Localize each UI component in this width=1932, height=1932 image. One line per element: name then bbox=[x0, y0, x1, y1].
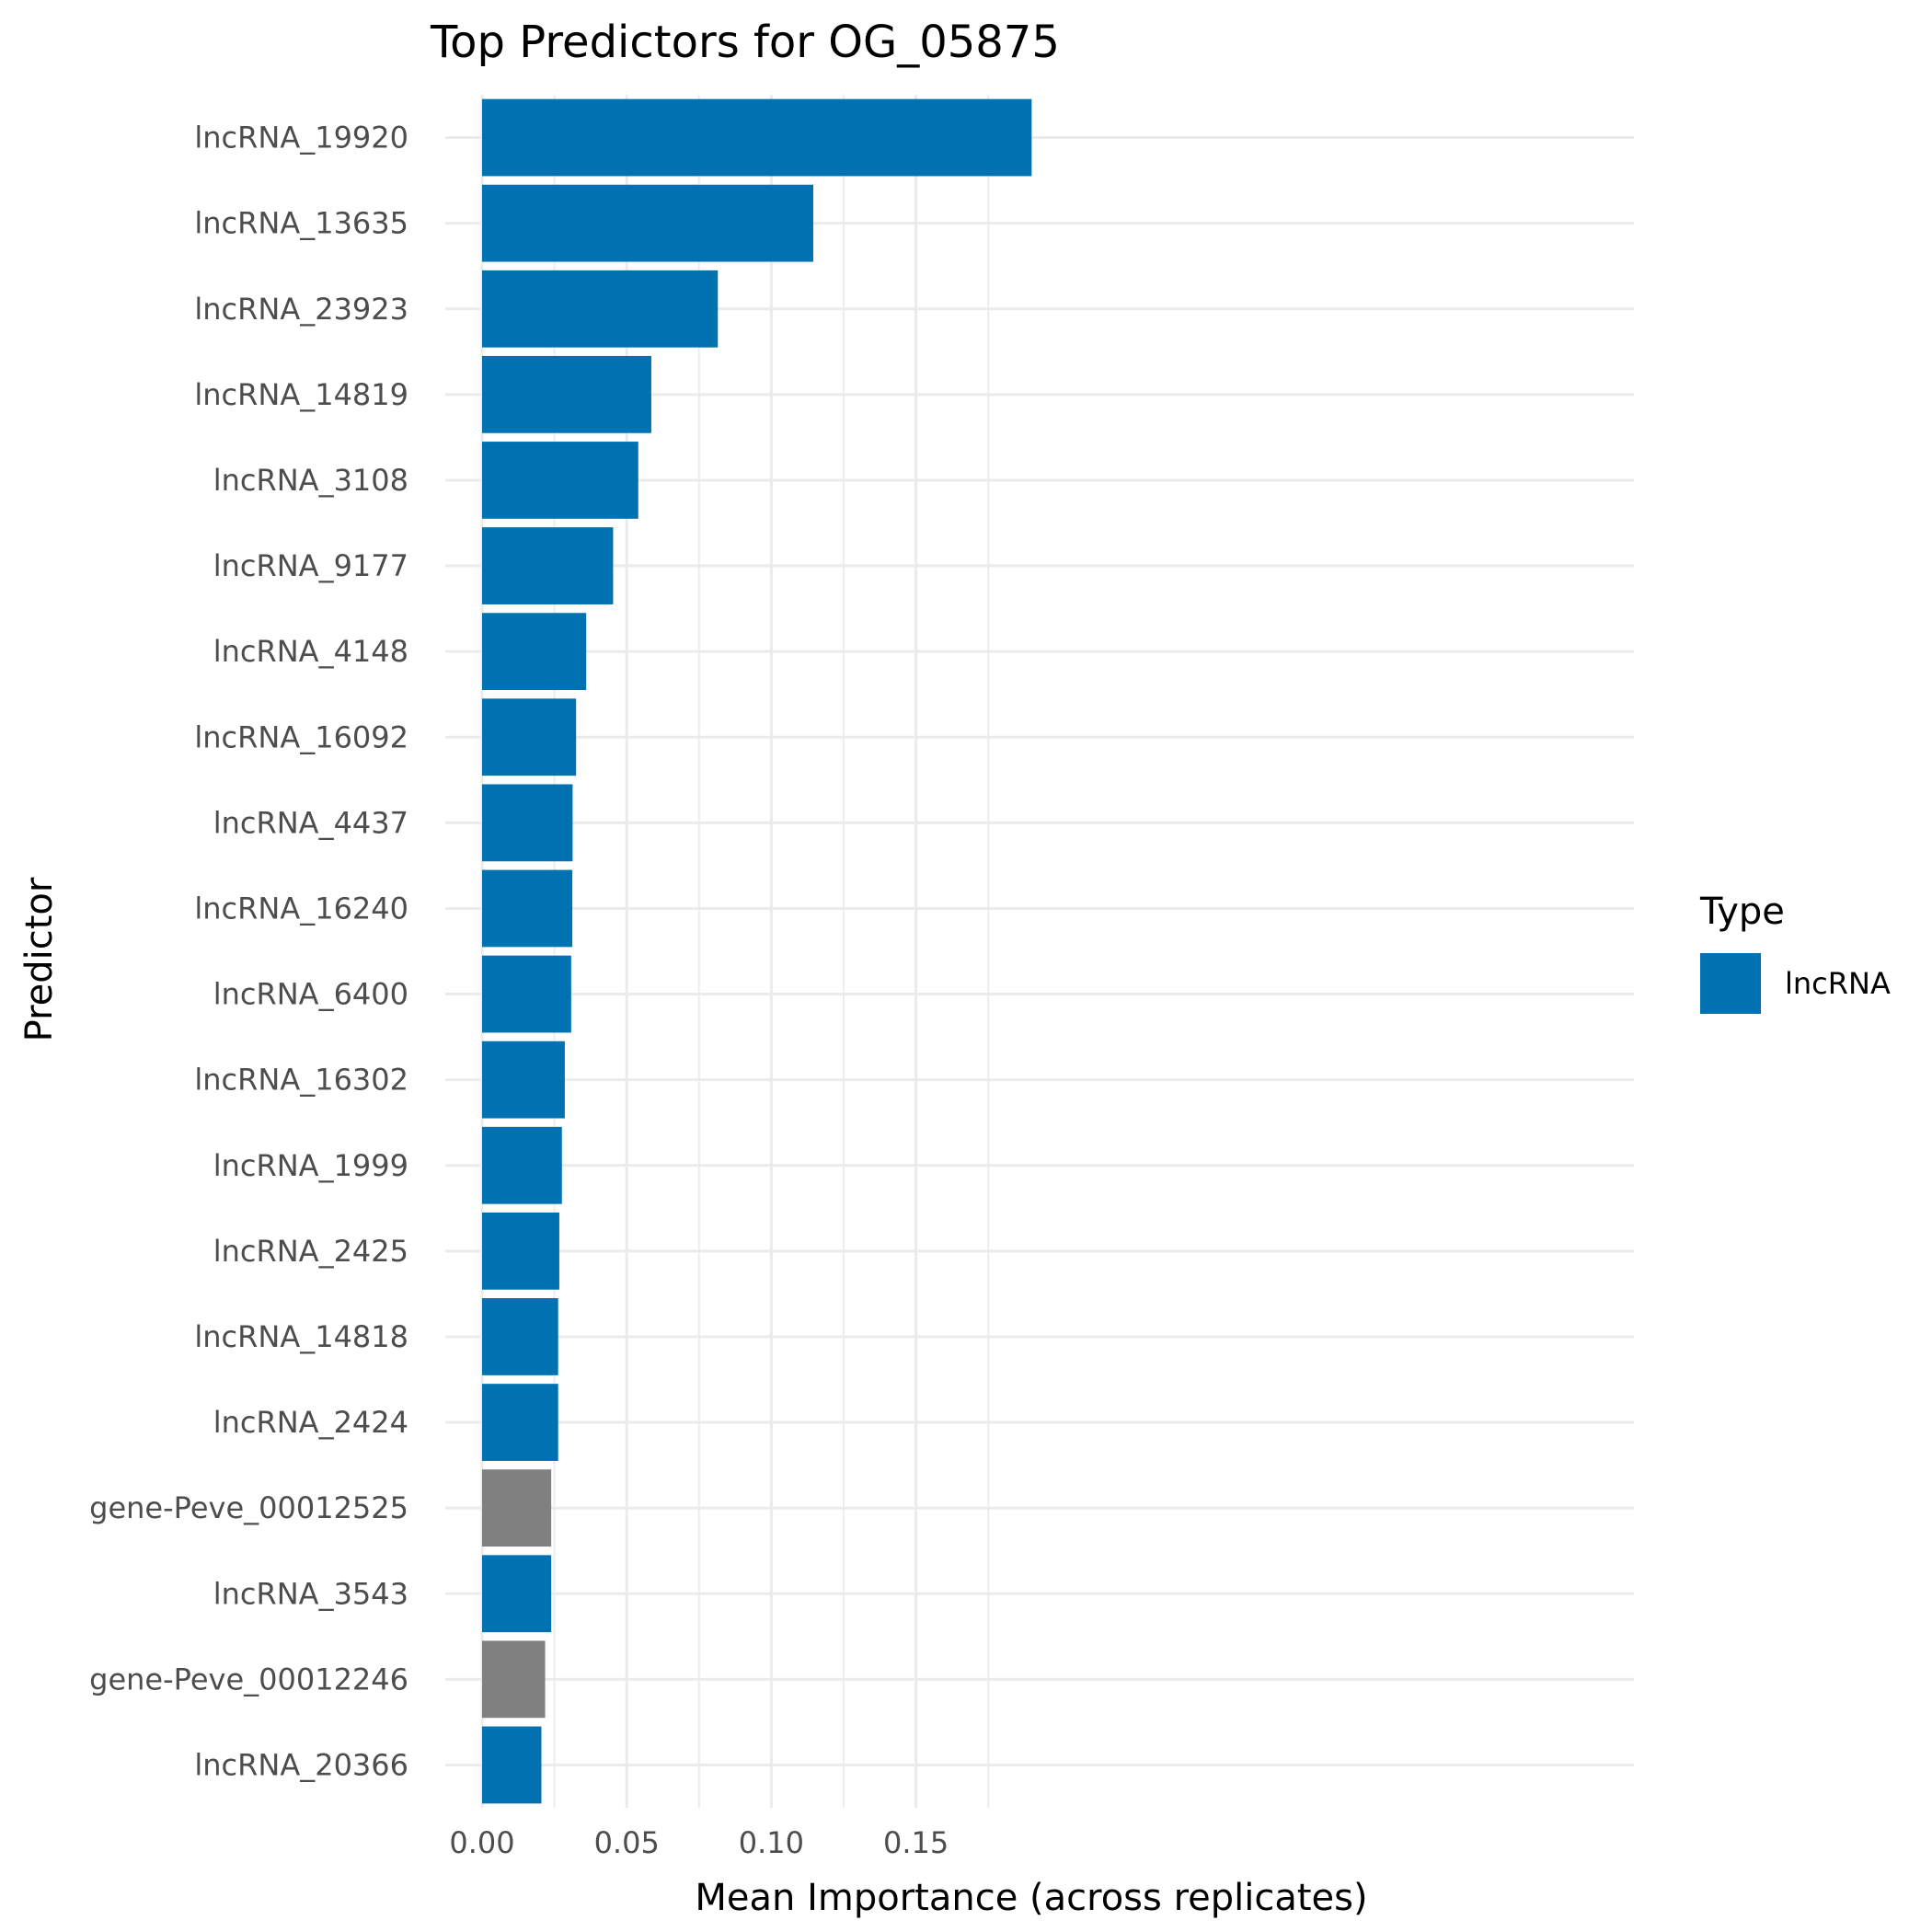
x-tick-label: 0.00 bbox=[449, 1825, 514, 1860]
y-tick-label: lncRNA_6400 bbox=[213, 977, 408, 1012]
y-tick-label: lncRNA_9177 bbox=[213, 548, 408, 583]
y-tick-label: lncRNA_16302 bbox=[194, 1063, 408, 1098]
y-tick-label: lncRNA_1999 bbox=[213, 1148, 408, 1183]
legend-swatch bbox=[1700, 953, 1761, 1014]
bar bbox=[482, 1640, 546, 1719]
y-tick-label: lncRNA_2425 bbox=[213, 1234, 408, 1269]
y-tick-label: gene-Peve_00012525 bbox=[89, 1490, 408, 1525]
grid-layer bbox=[445, 95, 1634, 1808]
y-tick-label: lncRNA_2424 bbox=[213, 1405, 408, 1440]
legend-label: lncRNA bbox=[1785, 966, 1891, 1001]
bar bbox=[482, 784, 573, 862]
bar bbox=[482, 869, 573, 948]
y-tick-label: lncRNA_16092 bbox=[194, 719, 408, 754]
y-tick-label: lncRNA_3108 bbox=[213, 463, 408, 498]
bar bbox=[482, 442, 638, 519]
bar bbox=[482, 1212, 559, 1290]
bar bbox=[482, 613, 587, 691]
bar bbox=[482, 98, 1032, 177]
y-tick-label: lncRNA_4437 bbox=[213, 805, 408, 840]
chart-title: Top Predictors for OG_05875 bbox=[430, 17, 1060, 68]
legend-title: Type bbox=[1699, 891, 1785, 933]
bar bbox=[482, 355, 651, 433]
bar bbox=[482, 698, 577, 776]
bar bbox=[482, 527, 614, 604]
y-tick-label: lncRNA_19920 bbox=[194, 121, 408, 155]
y-tick-label: lncRNA_13635 bbox=[194, 206, 408, 241]
y-tick-label: lncRNA_20366 bbox=[194, 1747, 408, 1782]
bar bbox=[482, 955, 571, 1033]
bar bbox=[482, 184, 813, 262]
x-tick-labels: 0.00 0.05 0.10 0.15 bbox=[449, 1825, 949, 1860]
bar bbox=[482, 1555, 552, 1633]
bar bbox=[482, 270, 719, 348]
y-tick-label: gene-Peve_00012246 bbox=[89, 1662, 408, 1696]
bar-layer bbox=[482, 98, 1032, 1804]
y-tick-labels: lncRNA_19920 lncRNA_13635 lncRNA_23923 lncR… bbox=[89, 121, 408, 1783]
bar bbox=[482, 1726, 542, 1804]
y-tick-label: lncRNA_3543 bbox=[213, 1576, 408, 1611]
legend: Type lncRNA bbox=[1699, 891, 1891, 1014]
y-tick-label: lncRNA_14818 bbox=[194, 1319, 408, 1354]
y-tick-label: lncRNA_4148 bbox=[213, 634, 408, 669]
bar bbox=[482, 1469, 552, 1547]
bar bbox=[482, 1041, 565, 1119]
x-tick-label: 0.10 bbox=[739, 1825, 804, 1860]
bar bbox=[482, 1384, 558, 1461]
y-tick-label: lncRNA_14819 bbox=[194, 377, 408, 412]
bar bbox=[482, 1126, 562, 1204]
y-tick-label: lncRNA_23923 bbox=[194, 292, 408, 327]
bar bbox=[482, 1298, 558, 1375]
x-axis-title: Mean Importance (across replicates) bbox=[695, 1877, 1367, 1919]
y-axis-title: Predictor bbox=[18, 877, 61, 1041]
x-tick-label: 0.15 bbox=[883, 1825, 949, 1860]
y-tick-label: lncRNA_16240 bbox=[194, 891, 408, 926]
x-tick-label: 0.05 bbox=[594, 1825, 660, 1860]
legend-entries: lncRNA bbox=[1700, 953, 1891, 1014]
